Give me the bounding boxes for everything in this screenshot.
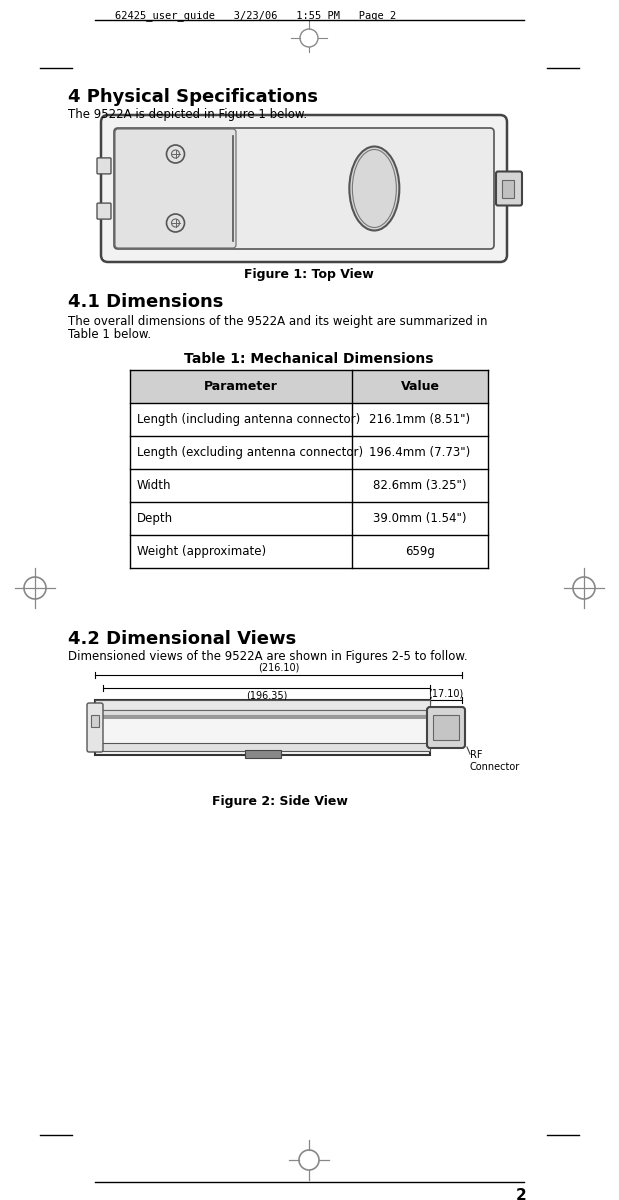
Text: 216.1mm (8.51"): 216.1mm (8.51") xyxy=(370,413,470,426)
Bar xyxy=(95,743,430,751)
Text: Weight (approximate): Weight (approximate) xyxy=(137,545,266,558)
Bar xyxy=(433,715,459,740)
Text: Value: Value xyxy=(400,380,439,392)
Text: The 9522A is depicted in Figure 1 below.: The 9522A is depicted in Figure 1 below. xyxy=(68,108,307,121)
Text: (216.10): (216.10) xyxy=(258,662,299,673)
FancyBboxPatch shape xyxy=(496,172,522,205)
Text: Length (excluding antenna connector): Length (excluding antenna connector) xyxy=(137,446,363,458)
Ellipse shape xyxy=(349,146,399,230)
Text: Table 1: Mechanical Dimensions: Table 1: Mechanical Dimensions xyxy=(184,352,434,366)
Bar xyxy=(95,700,430,755)
FancyBboxPatch shape xyxy=(87,703,103,752)
FancyBboxPatch shape xyxy=(97,203,111,220)
Text: RF
Connector: RF Connector xyxy=(470,750,520,773)
Text: 4.2 Dimensional Views: 4.2 Dimensional Views xyxy=(68,630,297,648)
Bar xyxy=(130,370,488,403)
Bar xyxy=(95,700,430,710)
FancyBboxPatch shape xyxy=(97,158,111,174)
Text: Dimensioned views of the 9522A are shown in Figures 2-5 to follow.: Dimensioned views of the 9522A are shown… xyxy=(68,650,467,662)
Text: Width: Width xyxy=(137,479,171,492)
FancyBboxPatch shape xyxy=(101,115,507,262)
Bar xyxy=(245,750,280,758)
Text: The overall dimensions of the 9522A and its weight are summarized in: The overall dimensions of the 9522A and … xyxy=(68,314,488,328)
Bar xyxy=(95,710,430,715)
Text: Table 1 below.: Table 1 below. xyxy=(68,328,151,341)
Text: Parameter: Parameter xyxy=(204,380,278,392)
Text: (196.35): (196.35) xyxy=(246,690,287,700)
Text: 2: 2 xyxy=(516,1188,527,1200)
Bar xyxy=(91,715,99,727)
Text: 196.4mm (7.73"): 196.4mm (7.73") xyxy=(370,446,470,458)
Text: Depth: Depth xyxy=(137,512,173,526)
Text: 62425_user_guide   3/23/06   1:55 PM   Page 2: 62425_user_guide 3/23/06 1:55 PM Page 2 xyxy=(115,10,396,20)
Text: 39.0mm (1.54"): 39.0mm (1.54") xyxy=(373,512,467,526)
FancyBboxPatch shape xyxy=(427,707,465,748)
Text: 4.1 Dimensions: 4.1 Dimensions xyxy=(68,293,223,311)
Bar xyxy=(95,715,430,719)
Text: 4 Physical Specifications: 4 Physical Specifications xyxy=(68,88,318,106)
Text: Figure 2: Side View: Figure 2: Side View xyxy=(212,794,348,808)
FancyBboxPatch shape xyxy=(115,128,236,248)
Text: 659g: 659g xyxy=(405,545,435,558)
Text: Figure 1: Top View: Figure 1: Top View xyxy=(244,268,374,281)
Bar xyxy=(502,180,514,198)
Text: (17.10): (17.10) xyxy=(428,688,464,698)
Text: Length (including antenna connector): Length (including antenna connector) xyxy=(137,413,360,426)
Text: 82.6mm (3.25"): 82.6mm (3.25") xyxy=(373,479,467,492)
FancyBboxPatch shape xyxy=(114,128,494,248)
